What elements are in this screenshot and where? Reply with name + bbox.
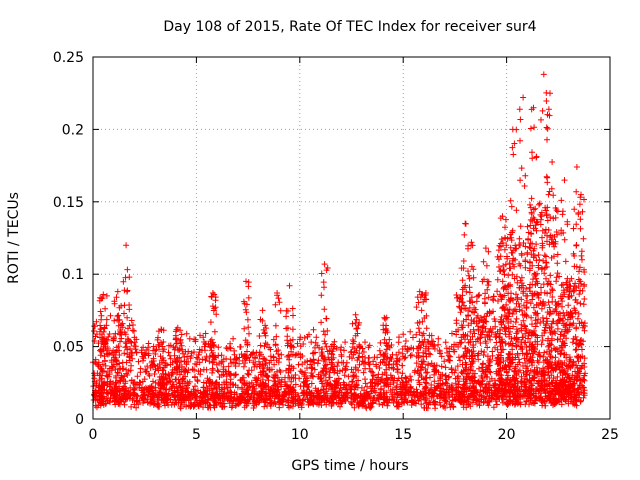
y-tick-label: 0.1 [62,267,84,283]
y-tick-label: 0.2 [62,122,84,138]
roti-plus-markers [90,71,589,412]
y-tick-label: 0.25 [53,50,84,66]
data-points [90,71,589,412]
y-tick-label: 0.05 [53,340,84,356]
y-tick-label: 0 [75,412,84,428]
y-axis-label: ROTI / TECUs [6,192,22,284]
x-tick-label: 0 [89,427,98,443]
axes: 0 5 10 15 20 25 0 0.05 0.1 0.15 0.2 0.25 [53,50,619,443]
x-tick-label: 5 [192,427,201,443]
x-tick-label: 10 [291,427,309,443]
x-tick-label: 25 [601,427,619,443]
x-axis-label: GPS time / hours [291,458,408,474]
chart-title: Day 108 of 2015, Rate Of TEC Index for r… [163,19,536,35]
y-tick-label: 0.15 [53,195,84,211]
plot-frame [92,56,611,420]
x-tick-label: 15 [394,427,412,443]
x-tick-label: 20 [498,427,516,443]
